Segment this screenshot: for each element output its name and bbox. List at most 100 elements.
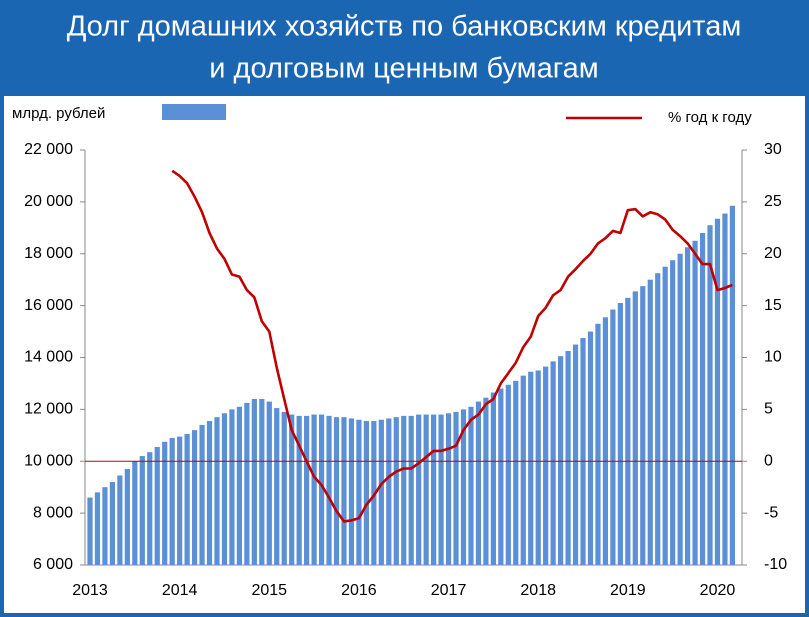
bar <box>572 344 579 565</box>
y-tick-label: 14 000 <box>24 349 73 366</box>
x-tick-label: 2020 <box>700 582 736 599</box>
y-tick-label: 16 000 <box>24 297 73 314</box>
bar <box>378 419 384 565</box>
bar <box>109 482 116 565</box>
bar <box>513 380 519 565</box>
bar <box>602 317 609 565</box>
bar <box>221 413 228 565</box>
y2-tick-label: 5 <box>764 401 773 418</box>
chart-title: Долг домашних хозяйств по банковским кре… <box>67 11 742 43</box>
y2-tick-label: -5 <box>764 504 778 521</box>
bar <box>483 397 489 565</box>
bar <box>311 414 317 565</box>
y2-tick-label: 20 <box>764 245 782 262</box>
bar <box>341 417 347 565</box>
bar <box>655 273 661 565</box>
bar <box>595 323 601 565</box>
y2-tick-label: 30 <box>764 141 782 158</box>
bar <box>640 286 646 565</box>
bar <box>453 411 459 565</box>
bar <box>438 414 444 565</box>
bar <box>244 402 250 565</box>
y-tick-label: 18 000 <box>24 245 73 262</box>
y2-tick-label: 25 <box>764 193 782 210</box>
bar <box>184 434 190 565</box>
bar <box>535 370 541 565</box>
bar <box>423 414 429 565</box>
bar <box>169 437 175 565</box>
bar <box>565 351 571 565</box>
bar <box>699 233 706 565</box>
bar <box>550 361 556 565</box>
bar <box>468 406 474 565</box>
bar <box>528 371 534 565</box>
y-tick-label: 22 000 <box>24 141 73 158</box>
bar <box>117 475 123 565</box>
bar <box>124 469 130 565</box>
bar <box>296 415 302 565</box>
bar <box>416 414 422 565</box>
bar <box>304 415 310 565</box>
y-tick-label: 12 000 <box>24 401 73 418</box>
line <box>171 169 733 523</box>
bar <box>274 408 280 565</box>
x-tick-label: 2013 <box>72 582 108 599</box>
bar <box>199 424 205 565</box>
y2-tick-label: 10 <box>764 349 782 366</box>
bar <box>147 452 153 565</box>
bar <box>371 421 377 565</box>
bar <box>348 418 355 565</box>
y-tick-label: 8 000 <box>33 504 73 521</box>
bar <box>431 414 437 565</box>
bar <box>333 417 340 565</box>
bar <box>714 218 721 565</box>
bar <box>266 401 272 565</box>
bar <box>132 461 138 565</box>
bar <box>356 419 362 565</box>
bar <box>558 356 564 565</box>
bar <box>722 213 728 565</box>
bar <box>102 487 108 565</box>
bar <box>139 456 145 565</box>
bar <box>617 303 623 565</box>
x-tick-label: 2018 <box>520 582 556 599</box>
bar <box>729 205 736 565</box>
bar <box>520 375 526 565</box>
y-tick-label: 10 000 <box>24 452 73 469</box>
legend-label: млрд. рублей <box>12 105 105 122</box>
bar <box>191 430 198 565</box>
bar <box>662 266 668 565</box>
bar <box>692 240 698 565</box>
bar <box>326 415 332 565</box>
y2-tick-label: 0 <box>764 452 773 469</box>
bar <box>177 436 183 565</box>
x-tick-label: 2019 <box>610 582 646 599</box>
x-tick-label: 2016 <box>341 582 377 599</box>
bar <box>206 421 213 565</box>
bar <box>625 297 631 565</box>
bar <box>229 409 235 565</box>
bar <box>610 309 616 565</box>
y2-tick-label: 15 <box>764 297 782 314</box>
bar <box>259 399 265 565</box>
x-tick-label: 2014 <box>162 582 198 599</box>
bar <box>386 418 392 565</box>
bar <box>401 415 407 565</box>
bar <box>587 331 594 565</box>
bar <box>498 388 504 565</box>
bar <box>543 366 549 565</box>
bar <box>460 409 467 565</box>
bar <box>707 225 713 565</box>
bar <box>236 406 242 565</box>
chart-title: и долговым ценным бумагам <box>209 53 598 85</box>
x-tick-label: 2015 <box>251 582 287 599</box>
legend-label: % год к году <box>668 109 752 126</box>
bar <box>505 384 511 565</box>
bar <box>408 415 414 565</box>
bar <box>580 338 586 565</box>
bar <box>94 492 101 565</box>
bar <box>393 417 399 565</box>
bar <box>281 411 287 565</box>
y2-tick-label: -10 <box>764 556 787 573</box>
